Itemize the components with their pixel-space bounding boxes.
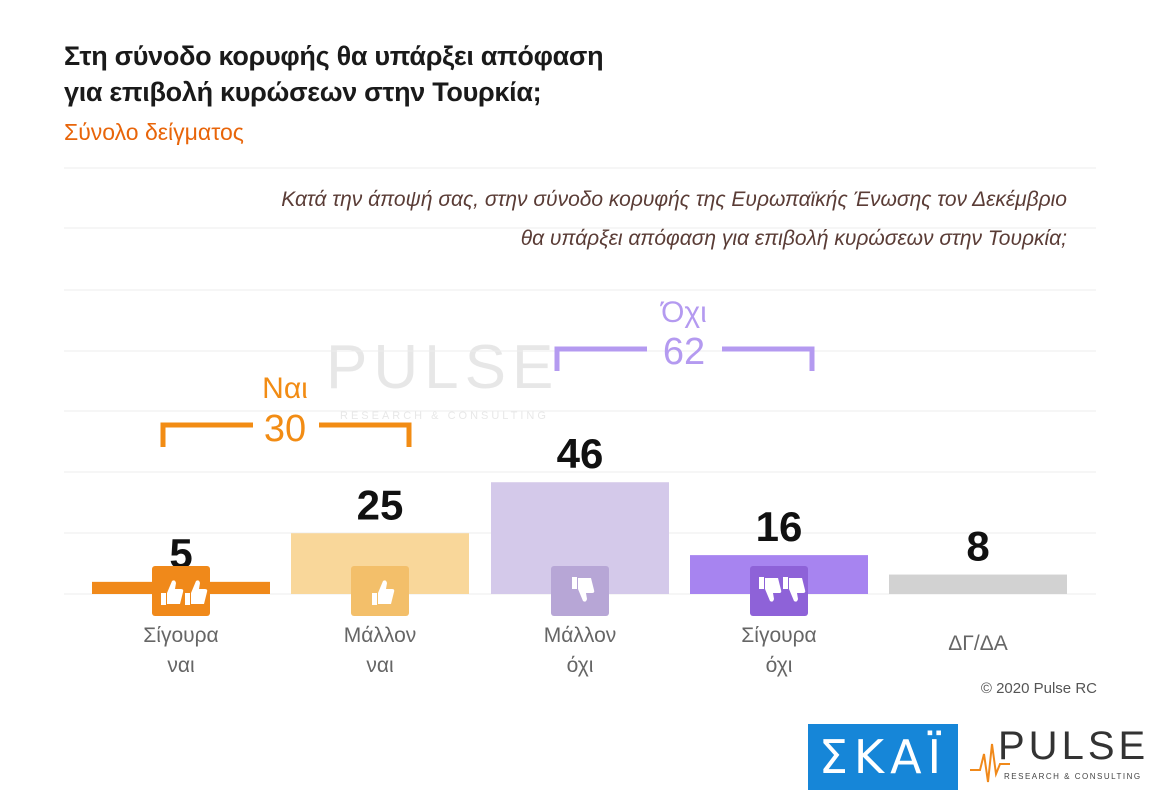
category-label: ναι [366,654,394,677]
question-line-1: Κατά την άποψή σας, στην σύνοδο κορυφής … [281,188,1067,211]
pulse-heartbeat-icon [970,743,1010,783]
category-label: όχι [567,654,594,677]
thumbs-down-double-glyph [759,577,782,602]
group-value: 62 [663,331,705,373]
title-line-1: Στη σύνοδο κορυφής θα υπάρξει απόφαση [64,41,604,71]
title-line-2: για επιβολή κυρώσεων στην Τουρκία; [64,77,542,107]
data-label: 16 [756,503,803,550]
category-label: Μάλλον [344,624,417,647]
pulse-logo-word: PULSE [998,724,1150,768]
category-label: Μάλλον [544,624,617,647]
thumbs-down-double-glyph [783,577,806,602]
copyright: © 2020 Pulse RC [980,680,1097,697]
thumbs-up-double-glyph [161,580,184,605]
group-label: Ναι [262,372,308,405]
group-value: 30 [264,408,306,450]
chart-subtitle: Σύνολο δείγματος [64,119,244,145]
pulse-logo: PULSE RESEARCH & CONSULTING [970,724,1145,790]
category-label: ΔΓ/ΔΑ [948,632,1007,655]
pulse-logo-sub: RESEARCH & CONSULTING [1004,772,1142,781]
bracket-nai-right [319,422,412,447]
thumbs-down-glyph [572,577,595,602]
category-label: Σίγουρα [741,624,816,647]
skai-logo: ΣΚΑΪ [808,724,958,790]
data-label: 8 [966,523,989,570]
watermark-word: PULSE [326,333,560,402]
bracket-nai-left [160,422,253,447]
group-label: Όχι [659,296,707,329]
data-label: 46 [557,430,604,477]
bracket-ochi-right [722,346,815,371]
category-label: Σίγουρα [143,624,218,647]
thumbs-up-double-glyph [185,580,208,605]
bracket-ochi-left [554,346,647,371]
question-line-2: θα υπάρξει απόφαση για επιβολή κυρώσεων … [520,227,1067,250]
survey-question: Κατά την άποψή σας, στην σύνοδο κορυφής … [117,180,1067,258]
thumbs-up-glyph [372,580,395,605]
category-label: ναι [167,654,195,677]
pulse-watermark: PULSE RESEARCH & CONSULTING [300,332,560,432]
bar [889,574,1067,594]
data-label: 25 [357,481,404,528]
data-label: 5 [169,530,192,577]
chart-title: Στη σύνοδο κορυφής θα υπάρξει απόφαση γι… [64,38,964,110]
category-label: όχι [766,654,793,677]
watermark-sub: RESEARCH & CONSULTING [340,410,549,422]
